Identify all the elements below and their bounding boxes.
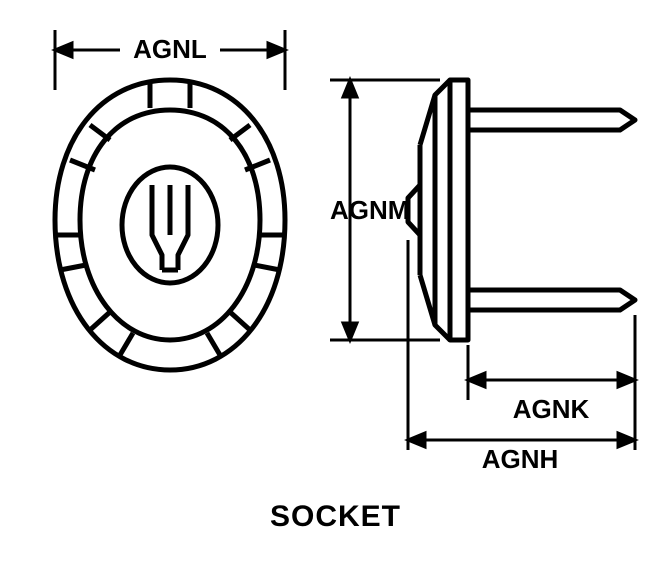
side-view: AGNK AGNH xyxy=(320,40,660,470)
label-agnh: AGNH xyxy=(482,444,559,470)
label-agnl: AGNL xyxy=(133,34,207,64)
diagram-title: SOCKET xyxy=(0,500,671,534)
label-agnk: AGNK xyxy=(513,394,590,424)
front-view: AGNL xyxy=(10,20,330,440)
label-agnm: AGNM xyxy=(330,195,409,226)
